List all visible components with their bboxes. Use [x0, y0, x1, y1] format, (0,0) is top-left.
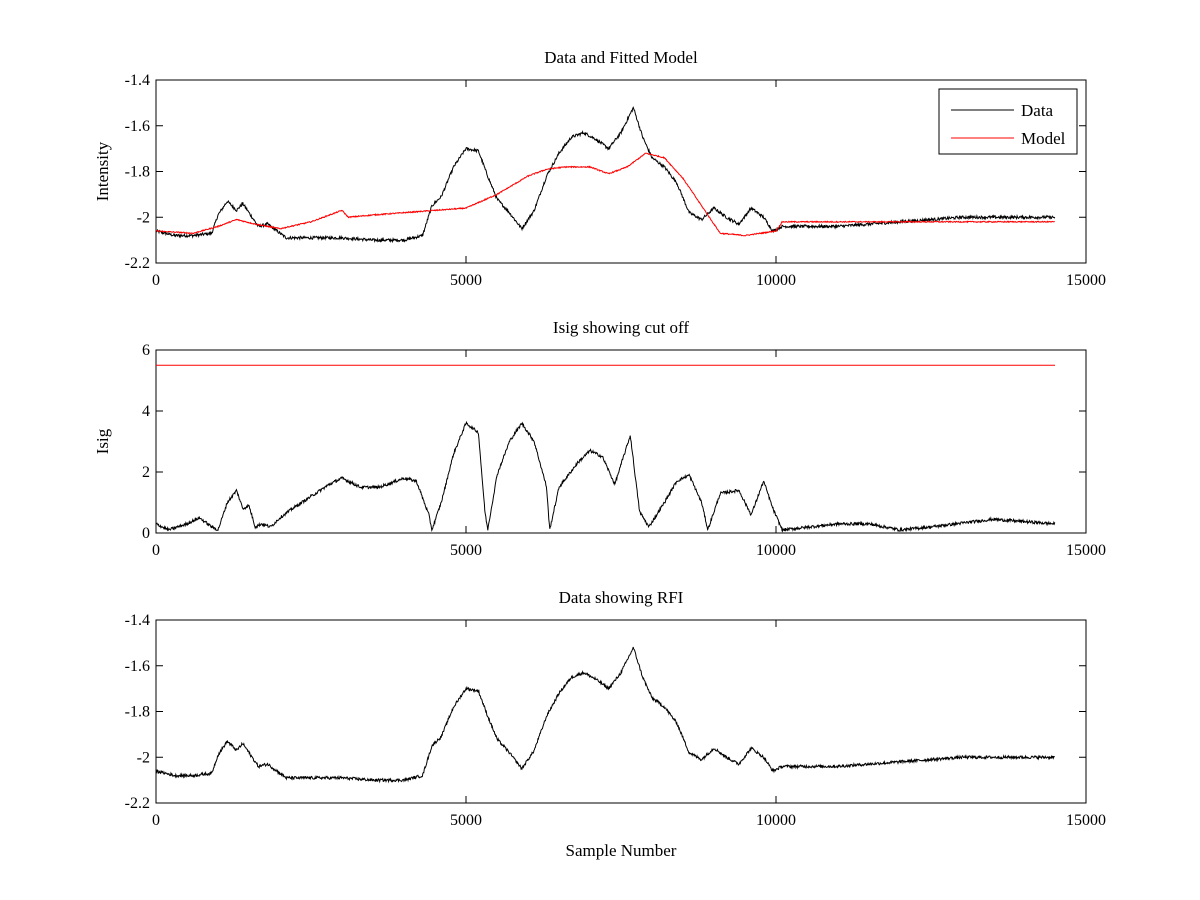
y-tick-label: -2	[137, 749, 150, 766]
x-tick-label: 15000	[1066, 272, 1106, 289]
y-tick-label: 4	[142, 403, 150, 420]
x-axis-label: Sample Number	[566, 841, 677, 860]
y-tick-label: -2	[137, 209, 150, 226]
series-line-signal	[155, 646, 1056, 784]
chart-title: Data and Fitted Model	[544, 48, 698, 67]
legend-box	[938, 88, 1078, 155]
y-tick-label: -1.6	[125, 118, 150, 135]
chart-panel-3: 0 5000 10000 15000 -2.2 -2 -1.8 -1.6 -1.4 Data sh…	[125, 588, 1106, 860]
x-tick-label: 10000	[756, 272, 796, 289]
y-tick-label: -1.8	[125, 704, 150, 721]
y-axis-label: Intensity	[93, 141, 112, 201]
x-tick-label: 15000	[1066, 542, 1106, 559]
chart-panel-1: 0 5000 10000 15000 -2.2 -2 -1.8 -1.6 -1.4 Data an…	[93, 48, 1106, 289]
x-tick-label: 5000	[450, 272, 482, 289]
y-tick-label: -2.2	[125, 255, 150, 272]
y-tick-label: -2.2	[125, 795, 150, 812]
y-tick-label: 0	[142, 525, 150, 542]
chart-panel-2: 0 5000 10000 15000 0 2 4 6 Isig showing cut off I…	[93, 318, 1106, 559]
x-tick-label: 0	[152, 272, 160, 289]
x-tick-label: 10000	[756, 542, 796, 559]
y-tick-label: -1.4	[125, 612, 150, 629]
x-tick-label: 5000	[450, 812, 482, 829]
plot-frame	[155, 349, 1087, 534]
x-tick-label: 5000	[450, 542, 482, 559]
y-tick-label: -1.6	[125, 658, 150, 675]
legend: Data Model	[938, 88, 1078, 155]
legend-label: Model	[1021, 129, 1066, 148]
chart-title: Isig showing cut off	[553, 318, 689, 337]
x-tick-label: 10000	[756, 812, 796, 829]
chart-title: Data showing RFI	[559, 588, 684, 607]
x-tick-label: 0	[152, 542, 160, 559]
y-tick-label: 6	[142, 342, 150, 359]
plot-frame	[155, 619, 1087, 804]
legend-label: Data	[1021, 101, 1054, 120]
series-line-signal	[155, 420, 1056, 533]
series-line-model	[155, 152, 1055, 237]
x-tick-label: 15000	[1066, 812, 1106, 829]
y-tick-label: -1.4	[125, 72, 150, 89]
y-axis-label: Isig	[93, 428, 112, 454]
x-tick-label: 0	[152, 812, 160, 829]
y-tick-label: -1.8	[125, 164, 150, 181]
y-tick-label: 2	[142, 464, 150, 481]
